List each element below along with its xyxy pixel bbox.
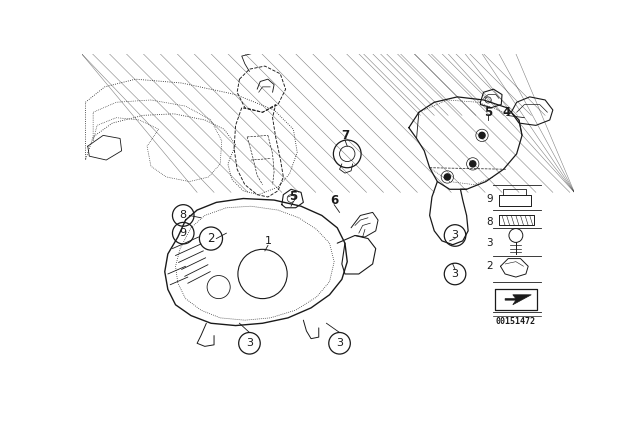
Polygon shape <box>505 295 531 305</box>
Text: 3: 3 <box>246 338 253 348</box>
Circle shape <box>479 132 485 138</box>
Text: 9: 9 <box>180 228 187 238</box>
Text: 3: 3 <box>452 230 458 241</box>
Text: 3: 3 <box>336 338 343 348</box>
Text: 2: 2 <box>486 261 493 271</box>
Text: 8: 8 <box>486 217 493 227</box>
Text: 2: 2 <box>207 232 214 245</box>
Circle shape <box>444 174 451 180</box>
Text: 3: 3 <box>452 269 458 279</box>
Text: 5: 5 <box>484 106 492 119</box>
Circle shape <box>470 161 476 167</box>
Text: 7: 7 <box>341 129 349 142</box>
Text: 8: 8 <box>180 211 187 220</box>
Text: 1: 1 <box>264 236 271 246</box>
Text: 5: 5 <box>289 190 298 203</box>
Text: 4: 4 <box>502 106 511 119</box>
Text: 9: 9 <box>486 194 493 203</box>
Text: 6: 6 <box>330 194 339 207</box>
Text: 00151472: 00151472 <box>496 317 536 326</box>
Text: 3: 3 <box>486 238 493 248</box>
